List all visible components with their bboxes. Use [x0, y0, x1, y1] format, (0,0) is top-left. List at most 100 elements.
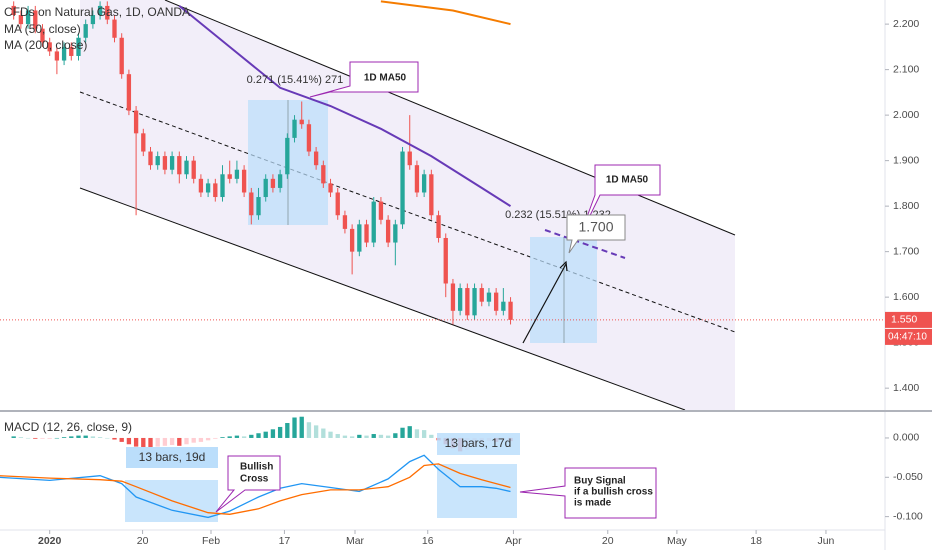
ma-projection [544, 229, 626, 259]
macd-label: 13 bars, 19d [139, 450, 206, 464]
candle-body [421, 174, 427, 193]
series-line [178, 5, 512, 207]
callout [215, 455, 281, 513]
histogram-bar [148, 437, 153, 449]
callout-text: Bullish [240, 462, 273, 473]
candle-body [155, 156, 160, 166]
candle-body [292, 119, 297, 138]
candle-body [33, 10, 38, 29]
histogram-bar [328, 431, 333, 438]
macd-pane [0, 416, 513, 519]
histogram-bar [177, 437, 182, 446]
candle-body [54, 51, 60, 61]
histogram-bar [256, 433, 261, 438]
arrow [522, 263, 567, 344]
candle-body [234, 169, 240, 179]
candle-body [321, 165, 326, 184]
y-tick-label: 1.600 [893, 291, 919, 303]
candle-body [69, 46, 74, 56]
histogram-bar [421, 430, 427, 438]
y-tick-label: 0.000 [893, 432, 919, 444]
x-tick-label: 2020 [38, 535, 62, 547]
histogram-bar [83, 435, 88, 438]
histogram-bar [47, 437, 52, 439]
histogram-bar [385, 435, 391, 438]
histogram-bar [357, 434, 362, 438]
histogram-bar [18, 437, 24, 438]
price-pane [0, 0, 885, 325]
candle-body [133, 110, 139, 134]
candle-body [364, 224, 369, 243]
histogram-bar [11, 436, 16, 438]
histogram-bar [292, 417, 297, 438]
histogram-bar [169, 437, 175, 446]
candle-body [285, 137, 290, 175]
countdown: 04:47:10 [888, 332, 927, 343]
drawings-over: 0.271 (15.41%) 271 1D MA50 0.232 (15.51%… [4, 5, 661, 519]
histogram-bar [299, 416, 304, 438]
candle-body [378, 201, 384, 220]
histogram-bar [306, 422, 312, 438]
histogram-bar [234, 435, 240, 438]
candle-body [177, 156, 182, 175]
candle-body [40, 28, 45, 43]
histogram-bar [25, 437, 31, 439]
candle-body [198, 178, 204, 193]
candle-body [18, 15, 24, 25]
x-tick-label: 20 [602, 535, 614, 547]
candle-body [241, 169, 247, 193]
candle-body [83, 24, 88, 38]
candle-body [277, 174, 283, 188]
histogram-bar [371, 434, 376, 438]
callout [566, 214, 626, 254]
candle-body [105, 5, 110, 20]
series-line [0, 454, 511, 519]
x-tick-label: Mar [346, 535, 365, 547]
candle-body [371, 201, 376, 243]
histogram-bar [400, 427, 405, 438]
histogram-bar [76, 435, 81, 438]
histogram-bar [155, 437, 160, 447]
range-label: 0.271 (15.41%) 271 [247, 74, 344, 86]
candle-body [400, 151, 405, 225]
callout-text: 1D MA50 [606, 175, 649, 186]
callout-text: Buy Signal [574, 476, 626, 487]
candle-body [90, 15, 96, 25]
callout [519, 467, 657, 519]
histogram-bar [40, 437, 45, 439]
x-tick-label: Apr [505, 535, 522, 547]
channel-upper [164, 0, 736, 236]
histogram-bar [414, 429, 420, 438]
histogram-bar [184, 437, 189, 445]
y-tick-label: -0.050 [893, 471, 923, 483]
macd-label-box [437, 433, 520, 455]
candle-body [407, 151, 412, 166]
channel-mid [79, 91, 736, 333]
histogram-bar [393, 433, 398, 438]
legend-entry: MA (50, close) [4, 22, 81, 36]
histogram-bar [378, 434, 384, 438]
candle-body [191, 160, 196, 179]
histogram-bar [277, 426, 283, 438]
candle-body [414, 165, 420, 193]
histogram-bar [105, 437, 110, 439]
histogram-bar [263, 431, 268, 438]
candle-body [141, 133, 146, 152]
series-line [380, 0, 511, 26]
candle-body [508, 301, 513, 320]
x-tick-label: 17 [279, 535, 291, 547]
callout-text: if a bullish cross [574, 487, 653, 498]
x-tick-label: 18 [750, 535, 762, 547]
histogram-bar [270, 429, 276, 438]
candle-body [479, 288, 484, 302]
histogram-bar [33, 437, 38, 439]
histogram-bar [364, 435, 369, 438]
candle-body [119, 37, 124, 75]
candle-body [112, 19, 117, 38]
candle-body [429, 174, 434, 216]
y-tick-label: 1.800 [893, 200, 919, 212]
candle-body [436, 215, 441, 238]
series-line [0, 463, 511, 515]
